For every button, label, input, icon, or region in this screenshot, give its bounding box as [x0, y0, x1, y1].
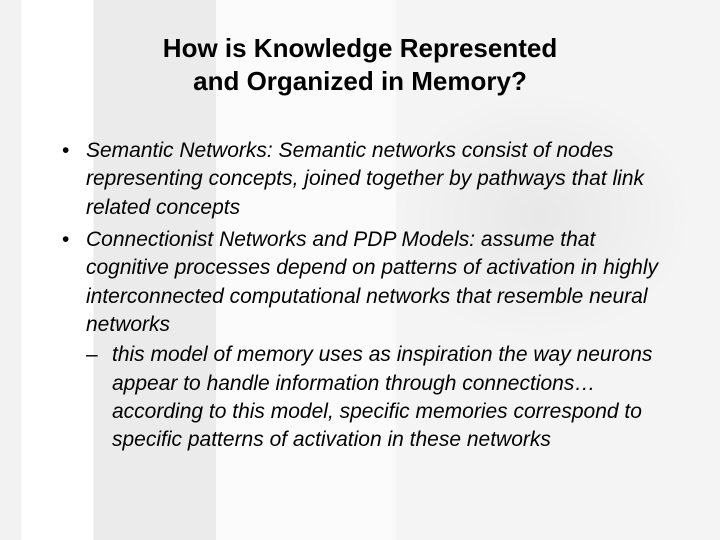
bullet-text: Semantic Networks: Semantic networks con…: [86, 139, 644, 219]
title-line-2: and Organized in Memory?: [193, 66, 527, 96]
sub-bullet-text: this model of memory uses as inspiration…: [112, 343, 652, 451]
sub-list-item: this model of memory uses as inspiration…: [86, 341, 676, 454]
list-item: Connectionist Networks and PDP Models: a…: [62, 226, 676, 455]
slide-title: How is Knowledge Represented and Organiz…: [80, 32, 640, 97]
title-line-1: How is Knowledge Represented: [163, 33, 557, 63]
sub-list: this model of memory uses as inspiration…: [86, 341, 676, 454]
slide: How is Knowledge Represented and Organiz…: [0, 0, 720, 540]
list-item: Semantic Networks: Semantic networks con…: [62, 137, 676, 222]
bullet-text: Connectionist Networks and PDP Models: a…: [86, 228, 658, 336]
bullet-list: Semantic Networks: Semantic networks con…: [62, 137, 676, 455]
